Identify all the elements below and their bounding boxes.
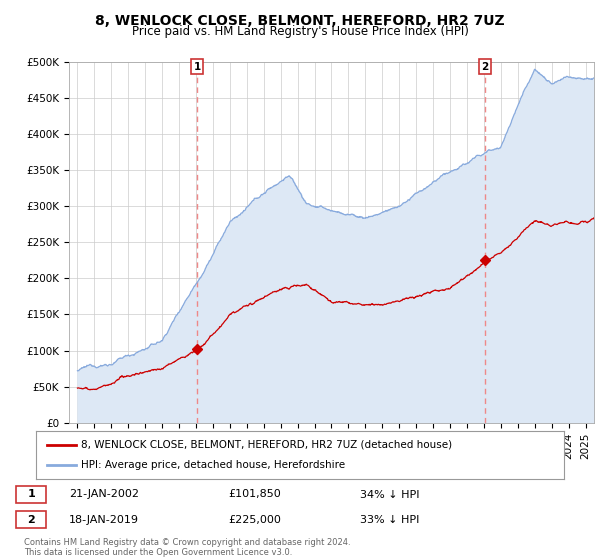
Text: 1: 1 <box>28 489 35 500</box>
Text: HPI: Average price, detached house, Herefordshire: HPI: Average price, detached house, Here… <box>81 460 345 470</box>
Text: 8, WENLOCK CLOSE, BELMONT, HEREFORD, HR2 7UZ: 8, WENLOCK CLOSE, BELMONT, HEREFORD, HR2… <box>95 14 505 28</box>
Text: £225,000: £225,000 <box>228 515 281 525</box>
Text: £101,850: £101,850 <box>228 489 281 500</box>
Text: 21-JAN-2002: 21-JAN-2002 <box>69 489 139 500</box>
Text: 34% ↓ HPI: 34% ↓ HPI <box>360 489 419 500</box>
Text: 18-JAN-2019: 18-JAN-2019 <box>69 515 139 525</box>
Text: 2: 2 <box>28 515 35 525</box>
Text: Price paid vs. HM Land Registry's House Price Index (HPI): Price paid vs. HM Land Registry's House … <box>131 25 469 38</box>
Text: 2: 2 <box>481 62 488 72</box>
Text: Contains HM Land Registry data © Crown copyright and database right 2024.
This d: Contains HM Land Registry data © Crown c… <box>24 538 350 557</box>
Text: 1: 1 <box>193 62 200 72</box>
Text: 33% ↓ HPI: 33% ↓ HPI <box>360 515 419 525</box>
Text: 8, WENLOCK CLOSE, BELMONT, HEREFORD, HR2 7UZ (detached house): 8, WENLOCK CLOSE, BELMONT, HEREFORD, HR2… <box>81 440 452 450</box>
